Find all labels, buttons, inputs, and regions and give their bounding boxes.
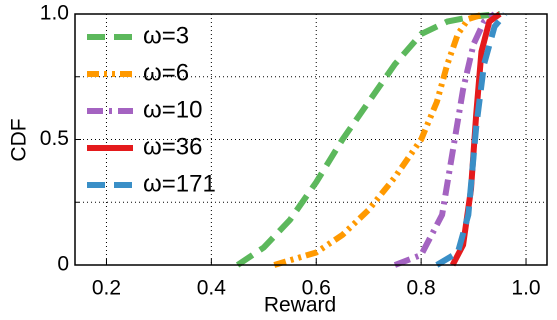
legend-label: ω=36	[143, 133, 202, 160]
legend-label: ω=3	[143, 22, 189, 49]
legend-label: ω=6	[143, 59, 189, 86]
series-line	[235, 11, 501, 268]
x-axis-label: Reward	[264, 294, 336, 317]
plot-frame	[74, 13, 548, 266]
series-line	[273, 11, 485, 268]
legend-label: ω=10	[143, 96, 202, 123]
y-tick-label: 0.5	[40, 127, 69, 150]
y-axis-label: CDF	[8, 118, 31, 161]
series-line	[435, 12, 508, 268]
x-tick-label: 1.0	[511, 277, 540, 300]
x-tick-label: 0.6	[302, 277, 331, 300]
x-tick-label: 0.4	[197, 277, 227, 300]
y-tick-label: 1.0	[40, 2, 69, 25]
y-tick-label: 0	[57, 253, 69, 276]
x-tick-label: 0.8	[407, 277, 436, 300]
legend-label: ω=171	[143, 170, 216, 197]
x-tick-label: 0.2	[92, 277, 121, 300]
series-line	[393, 11, 497, 268]
